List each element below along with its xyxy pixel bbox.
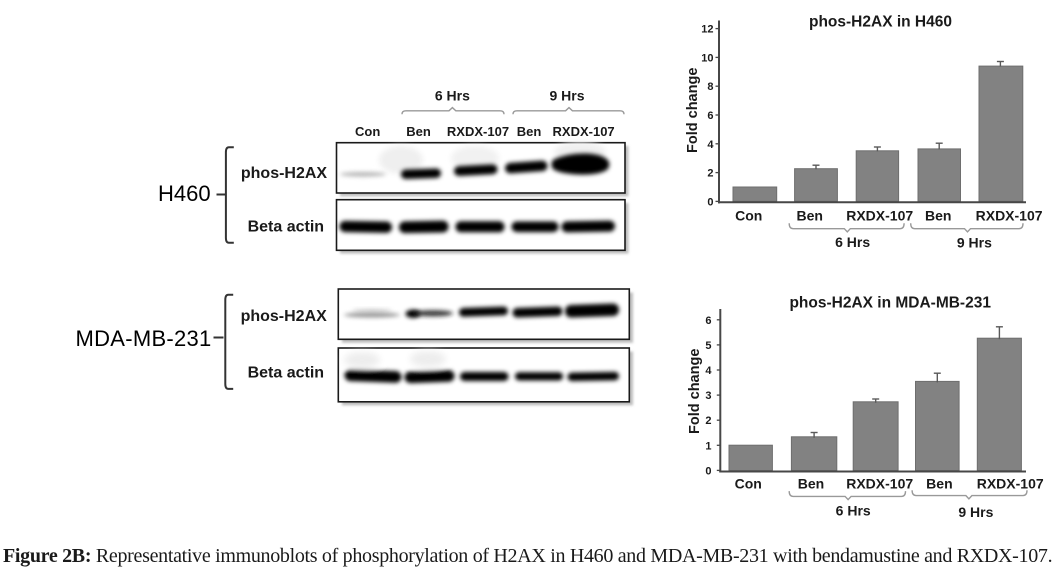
svg-text:2: 2	[705, 415, 711, 427]
svg-text:phos-H2AX in H460: phos-H2AX in H460	[809, 14, 952, 31]
svg-text:phos-H2AX in MDA-MB-231: phos-H2AX in MDA-MB-231	[789, 295, 991, 312]
svg-text:RXDX-107: RXDX-107	[553, 124, 615, 139]
svg-text:Ben: Ben	[798, 476, 824, 492]
svg-text:Con: Con	[735, 476, 762, 492]
svg-text:phos-H2AX: phos-H2AX	[241, 308, 328, 325]
svg-text:phos-H2AX: phos-H2AX	[241, 165, 328, 182]
svg-text:4: 4	[707, 139, 714, 151]
svg-text:10: 10	[701, 52, 713, 64]
svg-text:Con: Con	[355, 124, 380, 139]
svg-text:0: 0	[707, 196, 713, 208]
svg-text:Ben: Ben	[406, 124, 431, 139]
svg-text:0: 0	[705, 465, 711, 477]
svg-text:3: 3	[705, 390, 711, 402]
svg-text:RXDX-107: RXDX-107	[846, 476, 913, 492]
svg-text:Ben: Ben	[926, 476, 952, 492]
svg-text:6 Hrs: 6 Hrs	[836, 503, 871, 519]
svg-text:RXDX-107: RXDX-107	[976, 207, 1043, 223]
svg-text:12: 12	[701, 24, 713, 36]
svg-text:9 Hrs: 9 Hrs	[957, 234, 992, 250]
svg-text:6 Hrs: 6 Hrs	[435, 88, 470, 104]
svg-text:1: 1	[705, 440, 711, 452]
svg-text:Beta actin: Beta actin	[248, 365, 324, 382]
svg-text:RXDX-107: RXDX-107	[447, 124, 509, 139]
svg-text:RXDX-107: RXDX-107	[846, 207, 913, 223]
svg-text:Fold change: Fold change	[685, 68, 701, 153]
svg-text:Beta actin: Beta actin	[248, 219, 324, 236]
svg-text:Ben: Ben	[796, 207, 822, 223]
svg-text:2: 2	[707, 168, 713, 180]
svg-text:9 Hrs: 9 Hrs	[958, 504, 993, 520]
svg-text:Ben: Ben	[925, 207, 951, 223]
svg-text:9 Hrs: 9 Hrs	[549, 88, 584, 104]
svg-text:Con: Con	[735, 207, 762, 223]
svg-text:Ben: Ben	[517, 124, 542, 139]
svg-text:4: 4	[705, 365, 712, 377]
svg-text:8: 8	[707, 81, 713, 93]
svg-text:5: 5	[705, 340, 711, 352]
svg-text:Fold change: Fold change	[687, 349, 703, 434]
svg-text:6: 6	[705, 315, 711, 327]
svg-text:MDA-MB-231: MDA-MB-231	[76, 326, 212, 351]
svg-text:H460: H460	[158, 181, 211, 206]
svg-text:6 Hrs: 6 Hrs	[835, 234, 870, 250]
svg-text:RXDX-107: RXDX-107	[977, 476, 1044, 492]
svg-text:6: 6	[707, 110, 713, 122]
